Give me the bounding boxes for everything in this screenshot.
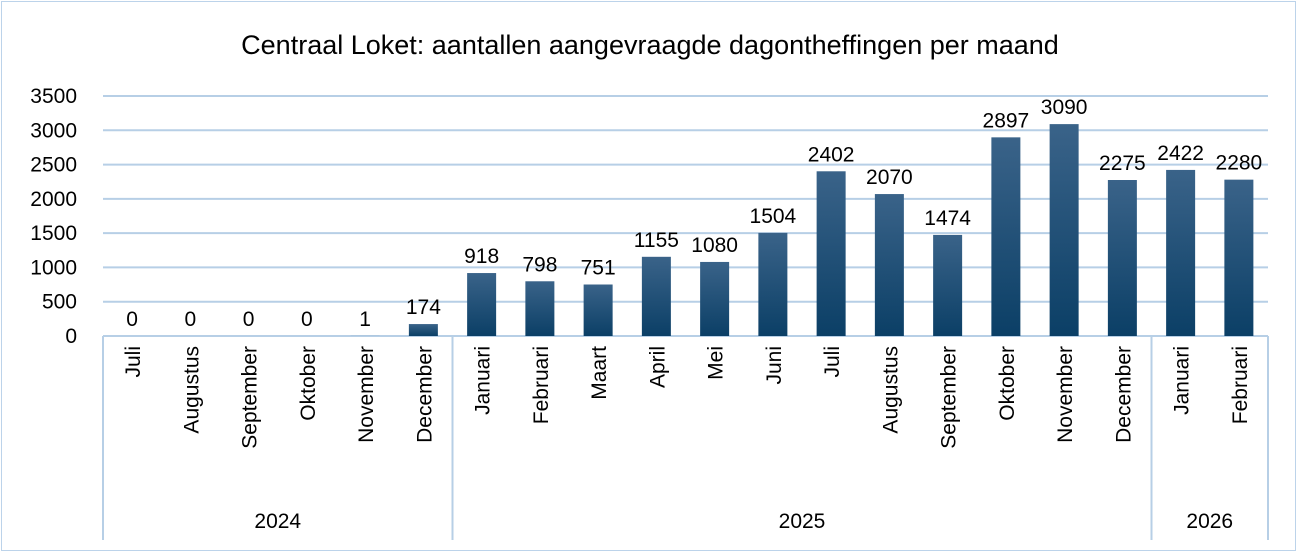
x-tick-label: Augustus: [879, 346, 902, 434]
bar: [1107, 180, 1137, 336]
data-label: 1: [359, 308, 371, 331]
y-tick-label: 3500: [30, 85, 77, 108]
y-tick-label: 3000: [30, 119, 77, 142]
data-label: 918: [464, 245, 499, 268]
x-tick-label: Mei: [705, 346, 728, 380]
x-tick-label: Augustus: [180, 346, 203, 434]
x-tick-label: Februari: [1229, 346, 1252, 424]
x-tick-label: Juli: [821, 346, 844, 378]
data-label: 1155: [634, 229, 679, 252]
data-label: 2897: [983, 109, 1030, 132]
bar: [874, 194, 904, 336]
bars: [350, 124, 1254, 336]
data-label: 2280: [1216, 152, 1263, 175]
data-label: 2422: [1157, 142, 1204, 165]
x-tick-label: November: [355, 346, 378, 443]
data-label: 0: [243, 308, 255, 331]
bar: [1166, 169, 1196, 336]
x-tick-label: September: [938, 346, 961, 449]
data-label: 1474: [924, 207, 971, 230]
x-tick-label: Oktober: [996, 346, 1019, 421]
x-group-label: 2024: [254, 510, 301, 533]
data-label: 0: [185, 308, 197, 331]
x-tick-label: September: [239, 346, 262, 449]
data-label: 2402: [808, 143, 855, 166]
bar: [991, 137, 1021, 336]
y-axis: 0 500 1000 1500 2000 2500 3000 3500: [30, 85, 77, 348]
bar: [816, 171, 846, 336]
x-tick-label: December: [1112, 346, 1135, 443]
data-label: 798: [522, 253, 557, 276]
x-tick-label: December: [413, 346, 436, 443]
data-label: 0: [301, 308, 313, 331]
chart-title: Centraal Loket: aantallen aangevraagde d…: [241, 30, 1059, 60]
bar: [758, 232, 788, 336]
data-label: 751: [581, 257, 616, 280]
x-tick-label: Januari: [1171, 346, 1194, 415]
x-tick-label: April: [646, 346, 669, 388]
bar: [408, 324, 438, 336]
bar: [583, 284, 613, 336]
x-tick-label: Januari: [472, 346, 495, 415]
data-label: 0: [126, 308, 138, 331]
x-tick-label: Juni: [763, 346, 786, 385]
x-tick-label: Maart: [588, 346, 611, 400]
y-tick-label: 2000: [30, 188, 77, 211]
data-label: 1504: [750, 205, 797, 228]
x-axis: Juli Augustus September Oktober November Dece…: [102, 336, 1269, 540]
data-label: 174: [406, 296, 441, 319]
x-group-label: 2025: [779, 510, 826, 533]
x-group-label: 2026: [1186, 510, 1233, 533]
x-tick-label: November: [1054, 346, 1077, 443]
y-tick-label: 1500: [30, 222, 77, 245]
bar: [525, 281, 555, 336]
gridlines: [103, 95, 1268, 337]
y-tick-label: 1000: [30, 256, 77, 279]
x-tick-label: Oktober: [297, 346, 320, 421]
bar: [1049, 124, 1079, 336]
data-label: 2070: [866, 166, 913, 189]
y-tick-label: 500: [42, 291, 77, 314]
data-label: 2275: [1099, 152, 1146, 175]
bar: [467, 273, 497, 336]
data-label: 3090: [1041, 96, 1088, 119]
bar: [1224, 179, 1254, 336]
data-label: 1080: [691, 234, 738, 257]
x-tick-label: Februari: [530, 346, 553, 424]
data-labels: 0 0 0 0 1 174 918 798 751 1155 1080 1504 2402 2070 147…: [126, 96, 1262, 331]
x-tick-label: Juli: [122, 346, 145, 378]
y-tick-label: 2500: [30, 154, 77, 177]
bar: [933, 234, 963, 336]
y-tick-label: 0: [65, 325, 77, 348]
bar: [700, 261, 730, 336]
bar: [641, 256, 671, 336]
